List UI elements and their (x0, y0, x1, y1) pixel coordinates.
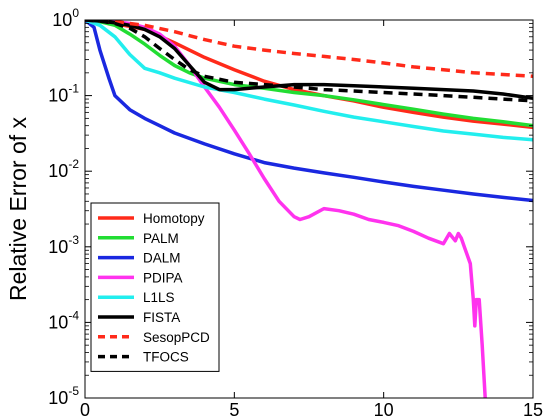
legend-label: PDIPA (143, 270, 183, 285)
legend-item-palm: PALM (98, 231, 179, 246)
series-line-sesoppcd (85, 20, 533, 79)
ticks-layer (84, 19, 534, 399)
legend-item-l1ls: L1LS (98, 290, 175, 305)
x-tick-label: 10 (374, 400, 394, 420)
y-tick-label: 100 (52, 6, 79, 30)
y-tick-label: 10-4 (48, 308, 79, 332)
series-line-palm (85, 20, 533, 128)
plot-frame (84, 19, 534, 399)
legend-label: TFOCS (143, 350, 189, 365)
legend-label: DALM (143, 251, 181, 266)
tick-labels-layer: 0 5 10 15 100 10-1 10-2 10-3 10-4 10-5 (48, 6, 543, 420)
series-line-l1ls (85, 20, 533, 142)
legend-item-homotopy: Homotopy (98, 211, 205, 226)
series-line-dalm (85, 20, 533, 203)
y-tick-label: 10-2 (48, 157, 79, 181)
y-axis-title: Relative Error of x (5, 116, 31, 301)
legend-item-fista: FISTA (98, 310, 180, 325)
legend-label: Homotopy (143, 211, 205, 226)
x-tick-label: 15 (523, 400, 543, 420)
legend-item-tfocs: TFOCS (98, 350, 189, 365)
legend-item-dalm: DALM (98, 251, 181, 266)
series-layer (85, 20, 533, 398)
legend-label: SesopPCD (143, 330, 210, 345)
legend-item-pdipa: PDIPA (98, 270, 183, 285)
y-tick-label: 10-1 (48, 82, 79, 106)
y-tick-label: 10-3 (48, 233, 79, 257)
legend: Homotopy PALM DALM PDIPA L1LS FISTA SesopPCD TF… (90, 202, 220, 372)
legend-label: PALM (143, 231, 179, 246)
series-line-tfocs (85, 20, 533, 103)
legend-item-sesoppcd: SesopPCD (98, 330, 210, 345)
x-tick-label: 5 (229, 400, 239, 420)
x-tick-label: 0 (80, 400, 90, 420)
legend-label: FISTA (143, 310, 180, 325)
legend-box (90, 202, 220, 372)
legend-label: L1LS (143, 290, 175, 305)
series-line-fista (85, 20, 533, 101)
y-tick-label: 10-5 (48, 384, 79, 408)
legend-items: Homotopy PALM DALM PDIPA L1LS FISTA SesopPCD TF… (98, 211, 210, 365)
